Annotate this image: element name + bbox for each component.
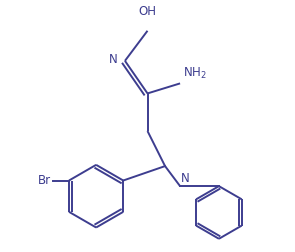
Text: OH: OH [138, 5, 157, 18]
Text: NH$_2$: NH$_2$ [183, 66, 206, 81]
Text: N: N [109, 53, 117, 66]
Text: N: N [181, 172, 190, 185]
Text: Br: Br [38, 174, 51, 187]
